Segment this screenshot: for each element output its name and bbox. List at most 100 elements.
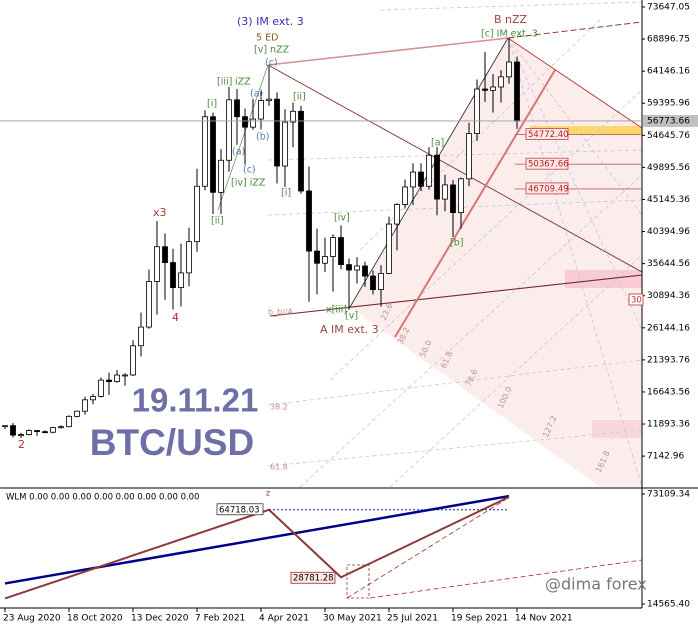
- candle-body: [122, 374, 128, 377]
- y-tick-label: 7142.96: [647, 452, 684, 462]
- watermark: @dima forex: [545, 575, 647, 594]
- candle-body: [58, 426, 64, 429]
- y-tick-label: 64146.16: [647, 67, 690, 77]
- candle-body: [242, 116, 248, 128]
- annotation: 2: [18, 438, 25, 451]
- candle-body: [402, 186, 408, 205]
- candle-body: [386, 223, 392, 274]
- x-tick-label: 4 Apr 2021: [259, 614, 309, 624]
- indicator-line: [4, 496, 510, 600]
- y-tick-label: 54645.76: [647, 131, 690, 141]
- candle-body: [10, 425, 16, 436]
- value-label: 64718.03: [219, 505, 260, 515]
- candle-body: [354, 265, 360, 271]
- annotation: [ii]: [293, 92, 306, 103]
- annotation: [ii]: [211, 216, 224, 227]
- candle-body: [458, 178, 464, 214]
- y-tick-label: 30894.36: [647, 291, 690, 301]
- value-box: [290, 571, 336, 584]
- annotation: [iv] iZZ: [231, 178, 266, 189]
- annotation: x[iii]: [326, 305, 347, 316]
- annotation: (a): [232, 147, 245, 158]
- candle-body: [130, 345, 136, 376]
- fan-line: [507, 37, 643, 331]
- annotation: (b): [256, 132, 269, 143]
- candle-body: [50, 427, 56, 433]
- annotation: 4: [172, 311, 179, 324]
- candle-body: [514, 61, 520, 122]
- candle-body: [466, 133, 472, 180]
- annotation: x3: [153, 206, 167, 219]
- candle-body: [362, 265, 368, 277]
- zone-box: [346, 564, 370, 599]
- fib-line: [379, 1, 643, 11]
- annotation: 5 ED: [256, 33, 278, 44]
- candle-body: [258, 100, 264, 120]
- candle-body: [234, 99, 240, 118]
- candle-body: [106, 379, 112, 382]
- trend-line: [394, 69, 556, 338]
- level-label: 50367.66: [528, 160, 569, 170]
- level-box: [525, 157, 569, 170]
- fib-line: [267, 199, 643, 216]
- x-tick-label: 23 Aug 2020: [3, 614, 61, 624]
- indicator-line: [4, 494, 510, 585]
- indicator-label: WLM 0.00 0.00 0.00 0.00 0.00 0.00 0.00 0…: [6, 493, 200, 503]
- candle-body: [98, 379, 104, 397]
- annotation-box: [628, 293, 644, 306]
- x-tick-label: 19 Sep 2021: [451, 614, 508, 624]
- candle-body: [26, 430, 32, 435]
- annotation: [i]: [207, 99, 217, 110]
- candle-body: [186, 241, 192, 274]
- candle-body: [282, 121, 288, 167]
- fan-line: [329, 89, 643, 381]
- annotation: [b]: [450, 238, 463, 249]
- annotation: (c): [243, 165, 256, 176]
- annotation: B nZZ: [494, 13, 528, 26]
- y-tick-label: 49895.56: [647, 163, 690, 173]
- fan-line: [507, 37, 643, 129]
- fan-line: [299, 174, 643, 488]
- y-tick-label: 59395.96: [647, 99, 690, 109]
- candle-body: [370, 275, 376, 290]
- candle-body: [442, 184, 448, 200]
- candle-body: [2, 425, 8, 428]
- x-tick-label: 7 Feb 2021: [195, 614, 245, 624]
- value-label: 28781.28: [293, 573, 334, 583]
- y-tick-label: 11893.36: [647, 420, 690, 430]
- candle-body: [330, 237, 336, 257]
- channel-line: [269, 274, 643, 317]
- candle-body: [162, 246, 168, 263]
- fan-line: [389, 254, 643, 488]
- channel-line: [507, 21, 643, 39]
- candle-body: [338, 237, 344, 266]
- candle-body: [506, 61, 512, 78]
- chart-subtitle: BTC/USD: [90, 422, 254, 463]
- candle-body: [146, 281, 152, 328]
- candle-body: [490, 86, 496, 91]
- annotation: [a]: [431, 138, 444, 149]
- candle-body: [322, 256, 328, 264]
- candle-body: [114, 374, 120, 382]
- annotation: [i]: [281, 188, 291, 199]
- candle-body: [434, 154, 440, 200]
- annotation: (c): [265, 58, 278, 69]
- annotation: [c] IM ext. 3: [481, 29, 538, 40]
- candle-body: [210, 116, 216, 193]
- candle-body: [474, 88, 480, 134]
- candle-body: [250, 118, 256, 128]
- annotation: iZZ: [235, 77, 251, 88]
- y-tick-label: 45145.36: [647, 195, 690, 205]
- chart-title: 19.11.21: [132, 382, 259, 419]
- candle-body: [138, 326, 144, 347]
- candle-body: [290, 110, 296, 123]
- x-tick-label: 14 Nov 2021: [515, 614, 573, 624]
- y-tick-label: 68896.75: [647, 35, 690, 45]
- candle-body: [306, 190, 312, 252]
- lower-deco: [346, 499, 643, 599]
- price-label: 56773.66: [647, 116, 690, 126]
- annotation: [iv]: [334, 213, 350, 224]
- annotation: 30: [631, 296, 642, 306]
- candle-body: [178, 272, 184, 288]
